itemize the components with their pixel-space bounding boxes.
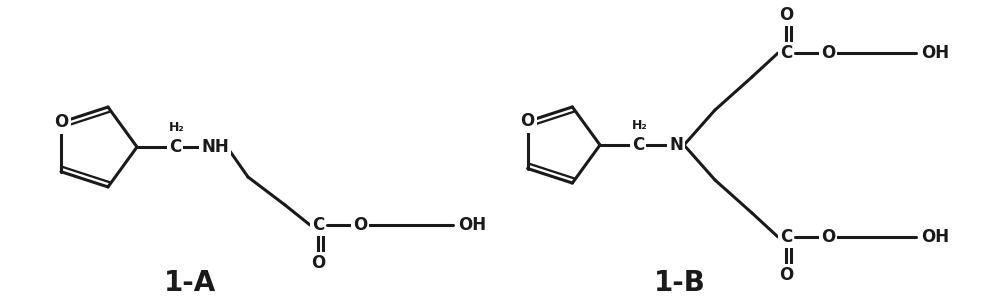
Text: C: C [632, 136, 644, 154]
Text: OH: OH [921, 228, 949, 246]
Text: 1-B: 1-B [654, 269, 706, 297]
Text: 1-A: 1-A [164, 269, 216, 297]
Text: OH: OH [458, 216, 486, 234]
Text: C: C [780, 228, 792, 246]
Text: O: O [311, 254, 325, 272]
Text: O: O [521, 113, 535, 131]
Text: O: O [779, 266, 793, 284]
Text: OH: OH [921, 44, 949, 62]
Text: NH: NH [201, 138, 229, 156]
Text: O: O [821, 228, 835, 246]
Text: C: C [780, 44, 792, 62]
Text: O: O [779, 6, 793, 24]
Text: C: C [169, 138, 181, 156]
Text: O: O [821, 44, 835, 62]
Text: C: C [312, 216, 324, 234]
Text: O: O [54, 113, 68, 131]
Text: O: O [353, 216, 367, 234]
Text: H₂: H₂ [169, 121, 185, 134]
Text: N: N [669, 136, 683, 154]
Text: H₂: H₂ [632, 119, 648, 132]
